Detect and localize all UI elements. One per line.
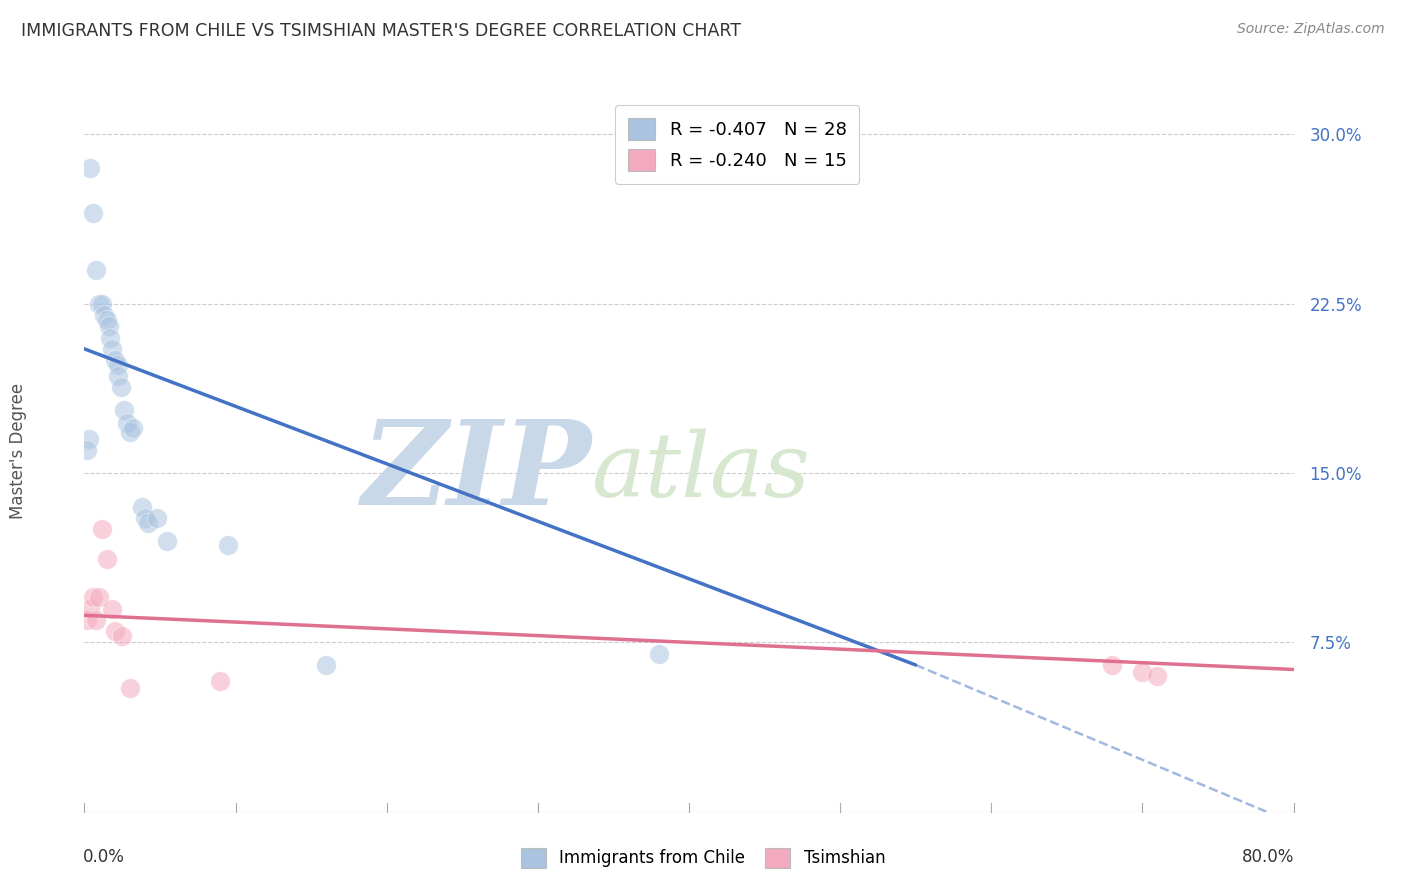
Point [107,368,129,383]
Point [89,296,111,310]
Point [1130,665,1153,679]
Point [104,353,127,368]
Point [1101,657,1123,672]
Point [100,342,122,356]
Point [89,591,111,605]
Point [97,319,120,334]
Point [134,511,156,525]
Point [76,443,98,458]
Point [136,516,159,530]
Point [79,161,101,176]
Point [209,673,232,688]
Point [82,591,104,605]
Point [111,629,134,643]
Text: 80.0%: 80.0% [1243,847,1295,866]
Point [100,601,122,615]
Text: IMMIGRANTS FROM CHILE VS TSIMSHIAN MASTER'S DEGREE CORRELATION CHART: IMMIGRANTS FROM CHILE VS TSIMSHIAN MASTE… [21,22,741,40]
Point [121,421,143,435]
Point [110,380,132,394]
Point [86,613,108,627]
Point [217,538,239,552]
Point [79,601,101,615]
Point [648,647,671,661]
Text: Source: ZipAtlas.com: Source: ZipAtlas.com [1237,22,1385,37]
Point [118,425,141,440]
Text: 0.0%: 0.0% [83,847,125,866]
Point [86,262,108,277]
Point [112,402,135,417]
Point [146,511,169,525]
Point [315,657,337,672]
Text: atlas: atlas [592,429,811,516]
Point [107,358,129,372]
Point [104,624,127,639]
Point [115,417,138,431]
Point [156,533,179,548]
Text: ZIP: ZIP [363,415,592,530]
Point [76,613,98,627]
Point [96,551,118,566]
Point [91,296,114,310]
Point [118,681,141,695]
Point [98,330,121,344]
Point [131,500,153,514]
Point [82,206,104,220]
Legend: Immigrants from Chile, Tsimshian: Immigrants from Chile, Tsimshian [515,841,891,875]
Point [96,312,118,326]
Point [1146,669,1168,683]
Text: Master's Degree: Master's Degree [8,383,27,518]
Point [77,432,100,446]
Point [93,308,115,322]
Point [91,523,114,537]
Legend: R = -0.407   N = 28, R = -0.240   N = 15: R = -0.407 N = 28, R = -0.240 N = 15 [616,105,859,184]
